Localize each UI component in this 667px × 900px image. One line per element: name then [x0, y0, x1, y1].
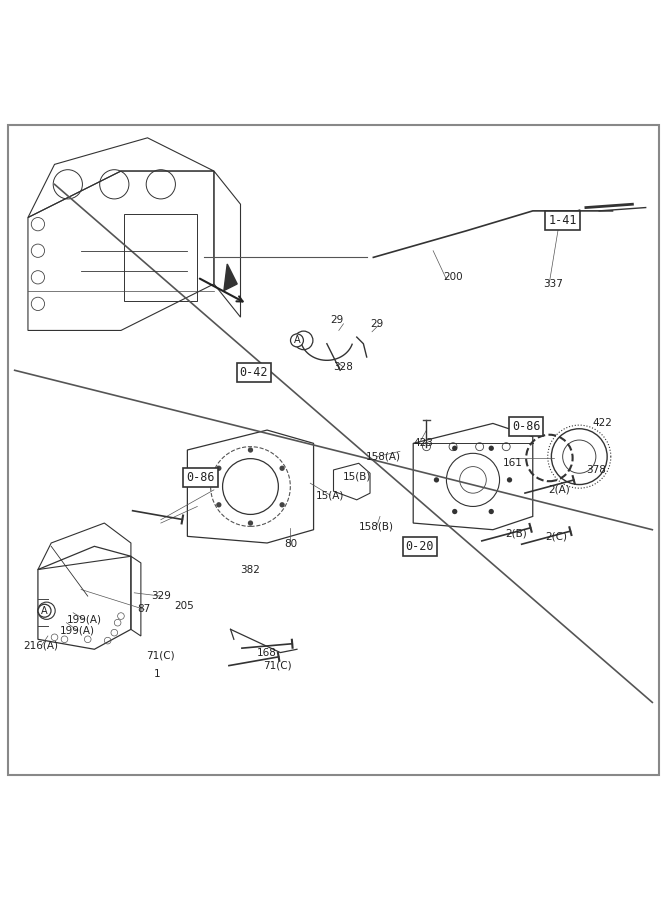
Text: 0-86: 0-86: [512, 420, 540, 433]
Circle shape: [452, 446, 458, 451]
Text: 1-41: 1-41: [548, 214, 577, 228]
Text: 422: 422: [592, 418, 612, 428]
Text: 15(B): 15(B): [343, 472, 371, 482]
Text: 15(A): 15(A): [316, 491, 344, 500]
Text: 2(B): 2(B): [506, 528, 527, 538]
Circle shape: [248, 520, 253, 526]
Text: A: A: [41, 606, 48, 616]
Polygon shape: [224, 264, 237, 291]
Text: 0-86: 0-86: [186, 472, 215, 484]
Text: 328: 328: [334, 362, 354, 372]
Text: 423: 423: [414, 438, 433, 448]
Circle shape: [248, 447, 253, 453]
Text: 161: 161: [503, 458, 523, 468]
Circle shape: [216, 502, 221, 508]
Text: 80: 80: [283, 539, 297, 549]
Circle shape: [489, 508, 494, 514]
Text: 216(A): 216(A): [24, 641, 59, 651]
Circle shape: [507, 477, 512, 482]
Text: 29: 29: [370, 319, 384, 328]
Text: 158(B): 158(B): [359, 521, 394, 531]
Text: 382: 382: [241, 564, 260, 574]
Text: 168: 168: [257, 648, 277, 658]
Text: 0-20: 0-20: [406, 540, 434, 553]
Text: 0-42: 0-42: [239, 365, 268, 379]
Text: 2(A): 2(A): [548, 485, 570, 495]
Circle shape: [489, 446, 494, 451]
Text: 71(C): 71(C): [147, 651, 175, 661]
Text: 378: 378: [586, 465, 606, 475]
Text: 329: 329: [151, 591, 171, 601]
Circle shape: [434, 477, 439, 482]
Text: 1: 1: [154, 669, 161, 679]
Text: 205: 205: [174, 601, 194, 611]
Circle shape: [279, 465, 285, 471]
Text: A: A: [293, 336, 300, 346]
Text: 199(A): 199(A): [60, 626, 95, 635]
Text: 29: 29: [330, 316, 344, 326]
Circle shape: [279, 502, 285, 508]
Text: 87: 87: [137, 605, 151, 615]
Text: 200: 200: [444, 273, 463, 283]
Text: 199(A): 199(A): [67, 615, 102, 625]
Text: 337: 337: [543, 279, 563, 289]
Circle shape: [216, 465, 221, 471]
Text: 2(C): 2(C): [545, 531, 567, 541]
Circle shape: [452, 508, 458, 514]
Text: 158(A): 158(A): [366, 452, 401, 462]
Text: 71(C): 71(C): [263, 661, 291, 670]
